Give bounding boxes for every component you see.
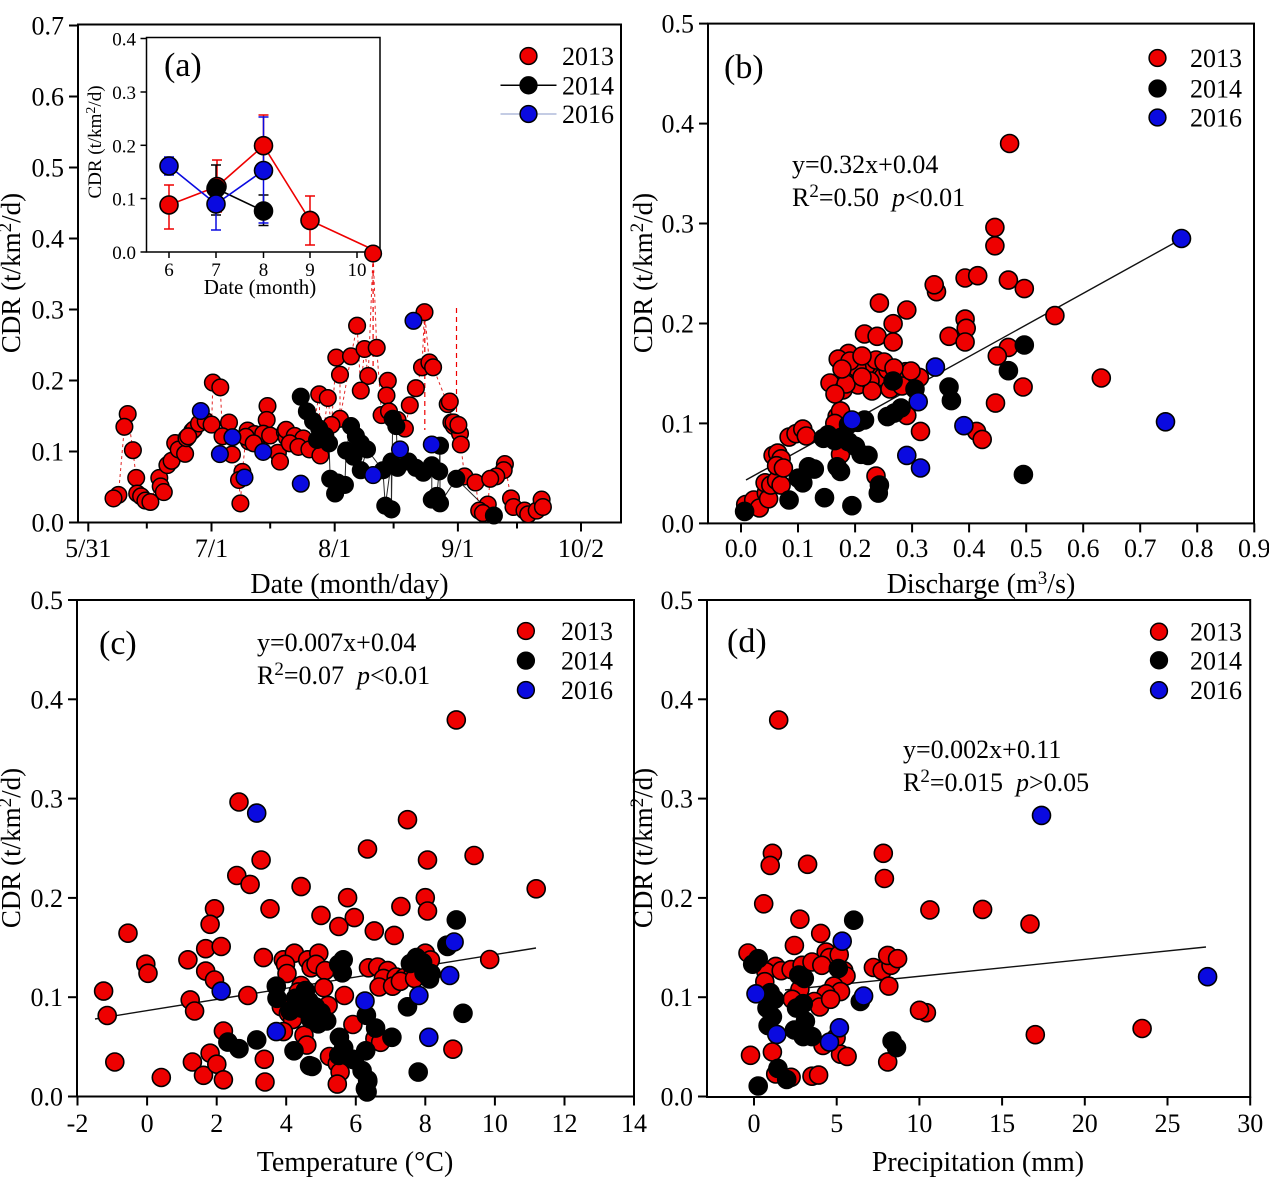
svg-text:2013: 2013 xyxy=(562,42,614,71)
svg-text:2016: 2016 xyxy=(561,676,613,705)
svg-text:0.4: 0.4 xyxy=(112,30,136,51)
svg-text:0.2: 0.2 xyxy=(112,136,136,157)
svg-text:R2=0.015 p>0.05: R2=0.015 p>0.05 xyxy=(903,766,1089,797)
svg-text:(a): (a) xyxy=(164,47,202,84)
svg-text:2013: 2013 xyxy=(1190,618,1242,647)
svg-text:5/31: 5/31 xyxy=(65,534,111,563)
svg-text:0.7: 0.7 xyxy=(1124,534,1157,563)
svg-text:0.6: 0.6 xyxy=(1067,534,1100,563)
svg-text:2013: 2013 xyxy=(561,617,613,646)
svg-text:0.3: 0.3 xyxy=(32,296,65,325)
svg-text:10/2: 10/2 xyxy=(558,534,604,563)
svg-text:0.5: 0.5 xyxy=(32,154,65,183)
svg-text:0.0: 0.0 xyxy=(662,509,695,538)
svg-text:0.9: 0.9 xyxy=(1238,534,1269,563)
svg-text:9: 9 xyxy=(305,260,315,281)
svg-text:0: 0 xyxy=(748,1109,761,1138)
svg-text:2016: 2016 xyxy=(1190,104,1242,133)
svg-text:0.3: 0.3 xyxy=(661,785,694,814)
svg-text:2016: 2016 xyxy=(1190,676,1242,705)
svg-text:0.2: 0.2 xyxy=(839,534,872,563)
svg-text:Date (month): Date (month) xyxy=(204,275,317,299)
svg-text:0.5: 0.5 xyxy=(661,586,694,615)
svg-text:CDR (t/km2/d): CDR (t/km2/d) xyxy=(0,193,26,353)
svg-text:CDR (t/km2/d): CDR (t/km2/d) xyxy=(0,768,26,928)
svg-text:0.5: 0.5 xyxy=(31,586,64,615)
svg-text:5: 5 xyxy=(830,1109,843,1138)
svg-text:4: 4 xyxy=(280,1109,293,1138)
svg-text:0.0: 0.0 xyxy=(661,1083,694,1112)
svg-text:14: 14 xyxy=(621,1109,647,1138)
svg-text:0.4: 0.4 xyxy=(31,685,64,714)
svg-text:R2=0.50 p<0.01: R2=0.50 p<0.01 xyxy=(792,181,965,212)
svg-text:6: 6 xyxy=(164,260,174,281)
svg-text:30: 30 xyxy=(1237,1109,1263,1138)
svg-text:R2=0.07 p<0.01: R2=0.07 p<0.01 xyxy=(257,659,430,690)
svg-text:0.1: 0.1 xyxy=(662,409,695,438)
svg-text:(d): (d) xyxy=(727,623,767,660)
svg-text:Temperature (°C): Temperature (°C) xyxy=(257,1147,454,1178)
svg-text:0.4: 0.4 xyxy=(662,110,695,139)
svg-text:0.1: 0.1 xyxy=(782,534,815,563)
svg-text:10: 10 xyxy=(348,260,367,281)
svg-text:0: 0 xyxy=(141,1109,154,1138)
svg-text:0.1: 0.1 xyxy=(112,190,136,211)
svg-text:0.1: 0.1 xyxy=(32,438,65,467)
svg-text:7/1: 7/1 xyxy=(195,534,228,563)
svg-text:2014: 2014 xyxy=(562,71,614,100)
svg-text:9/1: 9/1 xyxy=(441,534,474,563)
svg-text:7: 7 xyxy=(211,260,221,281)
svg-text:Date (month/day): Date (month/day) xyxy=(250,569,448,600)
svg-text:0.0: 0.0 xyxy=(725,534,758,563)
svg-text:2016: 2016 xyxy=(562,100,614,129)
svg-text:0.7: 0.7 xyxy=(32,12,65,41)
svg-text:0.8: 0.8 xyxy=(1181,534,1214,563)
svg-text:Precipitation (mm): Precipitation (mm) xyxy=(872,1147,1084,1178)
svg-text:y=0.002x+0.11: y=0.002x+0.11 xyxy=(903,735,1061,764)
svg-text:8: 8 xyxy=(259,260,269,281)
svg-text:0.3: 0.3 xyxy=(662,210,695,239)
svg-text:0.6: 0.6 xyxy=(32,83,65,112)
svg-text:-2: -2 xyxy=(67,1109,89,1138)
svg-text:8: 8 xyxy=(419,1109,432,1138)
svg-text:2014: 2014 xyxy=(1190,646,1242,675)
svg-text:25: 25 xyxy=(1155,1109,1181,1138)
svg-text:(b): (b) xyxy=(724,49,764,86)
svg-text:10: 10 xyxy=(906,1109,932,1138)
svg-text:0.2: 0.2 xyxy=(31,884,64,913)
svg-text:2013: 2013 xyxy=(1190,44,1242,73)
svg-text:0.3: 0.3 xyxy=(896,534,929,563)
svg-text:0.3: 0.3 xyxy=(31,785,64,814)
svg-text:8/1: 8/1 xyxy=(318,534,351,563)
svg-text:y=0.007x+0.04: y=0.007x+0.04 xyxy=(257,628,416,657)
svg-text:Discharge (m3/s): Discharge (m3/s) xyxy=(887,568,1076,600)
svg-text:0.1: 0.1 xyxy=(31,983,64,1012)
svg-text:2014: 2014 xyxy=(1190,75,1242,104)
svg-text:0.5: 0.5 xyxy=(1010,534,1043,563)
svg-text:0.5: 0.5 xyxy=(662,10,695,39)
svg-text:0.3: 0.3 xyxy=(112,83,136,104)
svg-text:0.0: 0.0 xyxy=(31,1083,64,1112)
svg-text:y=0.32x+0.04: y=0.32x+0.04 xyxy=(792,150,938,179)
svg-text:CDR (t/km2/d): CDR (t/km2/d) xyxy=(627,193,658,353)
svg-text:CDR (t/km2/d): CDR (t/km2/d) xyxy=(627,768,658,928)
svg-text:(c): (c) xyxy=(99,625,137,662)
svg-text:0.4: 0.4 xyxy=(953,534,986,563)
svg-text:6: 6 xyxy=(349,1109,362,1138)
svg-text:10: 10 xyxy=(482,1109,508,1138)
svg-text:0.0: 0.0 xyxy=(112,243,136,264)
svg-text:0.4: 0.4 xyxy=(661,685,694,714)
svg-text:12: 12 xyxy=(552,1109,578,1138)
svg-text:15: 15 xyxy=(989,1109,1015,1138)
svg-text:20: 20 xyxy=(1072,1109,1098,1138)
svg-text:0.2: 0.2 xyxy=(661,884,694,913)
svg-text:2: 2 xyxy=(210,1109,223,1138)
svg-text:0.1: 0.1 xyxy=(661,983,694,1012)
svg-text:0.2: 0.2 xyxy=(662,310,695,339)
svg-text:0.0: 0.0 xyxy=(32,509,65,538)
svg-text:0.4: 0.4 xyxy=(32,225,65,254)
svg-text:0.2: 0.2 xyxy=(32,367,65,396)
svg-text:2014: 2014 xyxy=(561,647,613,676)
svg-text:CDR (t/km2/d): CDR (t/km2/d) xyxy=(84,85,106,198)
